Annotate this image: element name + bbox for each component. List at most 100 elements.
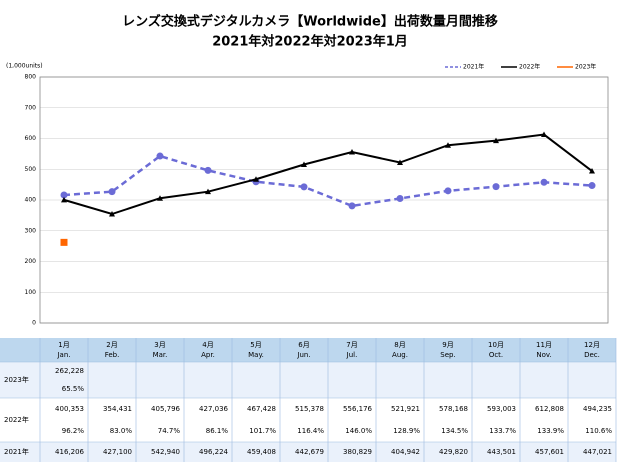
table-value: 515,378	[295, 405, 324, 413]
table-row-label: 2021年	[4, 447, 29, 456]
table-ratio: 86.1%	[206, 427, 229, 435]
point	[61, 196, 67, 203]
y-tick-label: 300	[25, 227, 37, 234]
point	[541, 131, 547, 138]
table-header: Sep.	[440, 351, 455, 359]
table-value: 416,206	[55, 448, 84, 456]
table-header: Oct.	[489, 351, 503, 359]
table-value: 404,942	[391, 448, 420, 456]
table-header: 11月	[536, 341, 552, 349]
table-header: Nov.	[536, 351, 551, 359]
table-value: 427,036	[199, 405, 228, 413]
table-value: 443,501	[487, 448, 516, 456]
table-value: 593,003	[487, 405, 516, 413]
table-header: Feb.	[105, 351, 120, 359]
table-value: 459,408	[247, 448, 276, 456]
table-value: 457,601	[535, 448, 564, 456]
table-header-bg	[0, 338, 616, 362]
table-header: 12月	[584, 341, 600, 349]
point	[108, 188, 116, 196]
table-header: 9月	[442, 341, 453, 349]
y-tick-label: 200	[25, 258, 37, 265]
chart-title: レンズ交換式デジタルカメラ【Worldwide】出荷数量月間推移	[122, 14, 498, 30]
table-value: 521,921	[391, 405, 420, 413]
point	[156, 152, 164, 160]
table-value: 380,829	[343, 448, 372, 456]
point	[493, 137, 499, 144]
table-row-bg	[0, 362, 616, 398]
table-row-label: 2022年	[4, 415, 29, 424]
table-ratio: 128.9%	[393, 427, 420, 435]
series-line	[63, 154, 593, 208]
table-value: 262,228	[55, 367, 84, 375]
point	[204, 166, 212, 174]
y-tick-label: 100	[25, 289, 37, 296]
table-header: Aug.	[392, 351, 408, 359]
chart-subtitle: 2021年対2022年対2023年1月	[212, 34, 408, 50]
table-value: 612,808	[535, 405, 564, 413]
table-header: 7月	[346, 341, 357, 349]
y-tick-label: 800	[25, 74, 37, 81]
table-value: 494,235	[583, 405, 612, 413]
table-ratio: 65.5%	[62, 385, 85, 393]
table-header: 2月	[106, 341, 117, 349]
table-ratio: 146.0%	[345, 427, 372, 435]
table-value: 578,168	[439, 405, 468, 413]
point	[349, 148, 355, 155]
table-ratio: 96.2%	[62, 427, 85, 435]
table-value: 427,100	[103, 448, 132, 456]
table-value: 556,176	[343, 405, 372, 413]
table-value: 542,940	[151, 448, 180, 456]
legend-label: 2023年	[575, 63, 596, 71]
table-ratio: 110.6%	[585, 427, 612, 435]
point	[301, 161, 307, 168]
point	[205, 188, 211, 195]
table-value: 354,431	[103, 405, 132, 413]
point	[444, 187, 452, 195]
table-row-bg	[0, 442, 616, 462]
point	[396, 194, 404, 202]
table-ratio: 133.7%	[489, 427, 516, 435]
point	[492, 183, 500, 191]
table-header: Jan.	[56, 351, 70, 359]
series-line	[63, 133, 593, 216]
point	[589, 168, 595, 174]
point	[445, 142, 451, 148]
table-row-bg	[0, 398, 616, 442]
table-value: 442,679	[295, 448, 324, 456]
table-header: Apr.	[201, 351, 215, 359]
table-value: 429,820	[439, 448, 468, 456]
table-value: 405,796	[151, 405, 180, 413]
table-value: 400,353	[55, 405, 84, 413]
point	[588, 182, 596, 190]
legend-label: 2021年	[463, 63, 484, 71]
table-value: 447,021	[583, 448, 612, 456]
table-ratio: 101.7%	[249, 427, 276, 435]
point	[157, 195, 163, 201]
table-ratio: 134.5%	[441, 427, 468, 435]
table-header: 4月	[202, 341, 213, 349]
table-header: 3月	[154, 341, 165, 349]
table-ratio: 133.9%	[537, 427, 564, 435]
y-tick-label: 700	[25, 104, 37, 111]
y-axis-label: (1,000units)	[6, 63, 43, 70]
point	[540, 178, 548, 186]
table-value: 467,428	[247, 405, 276, 413]
table-header: 5月	[250, 341, 261, 349]
table-value: 496,224	[199, 448, 228, 456]
table-header: 10月	[488, 341, 504, 349]
plot-area	[39, 76, 609, 324]
table-ratio: 74.7%	[158, 427, 181, 435]
legend-label: 2022年	[519, 63, 540, 71]
table-row-label: 2023年	[4, 375, 29, 384]
y-tick-label: 0	[32, 320, 36, 327]
point	[253, 176, 259, 182]
table-header: 6月	[298, 341, 309, 349]
table-header: 8月	[394, 341, 405, 349]
point	[60, 238, 68, 246]
point	[348, 202, 356, 210]
point	[397, 159, 403, 166]
point	[300, 183, 308, 191]
point	[109, 211, 115, 217]
